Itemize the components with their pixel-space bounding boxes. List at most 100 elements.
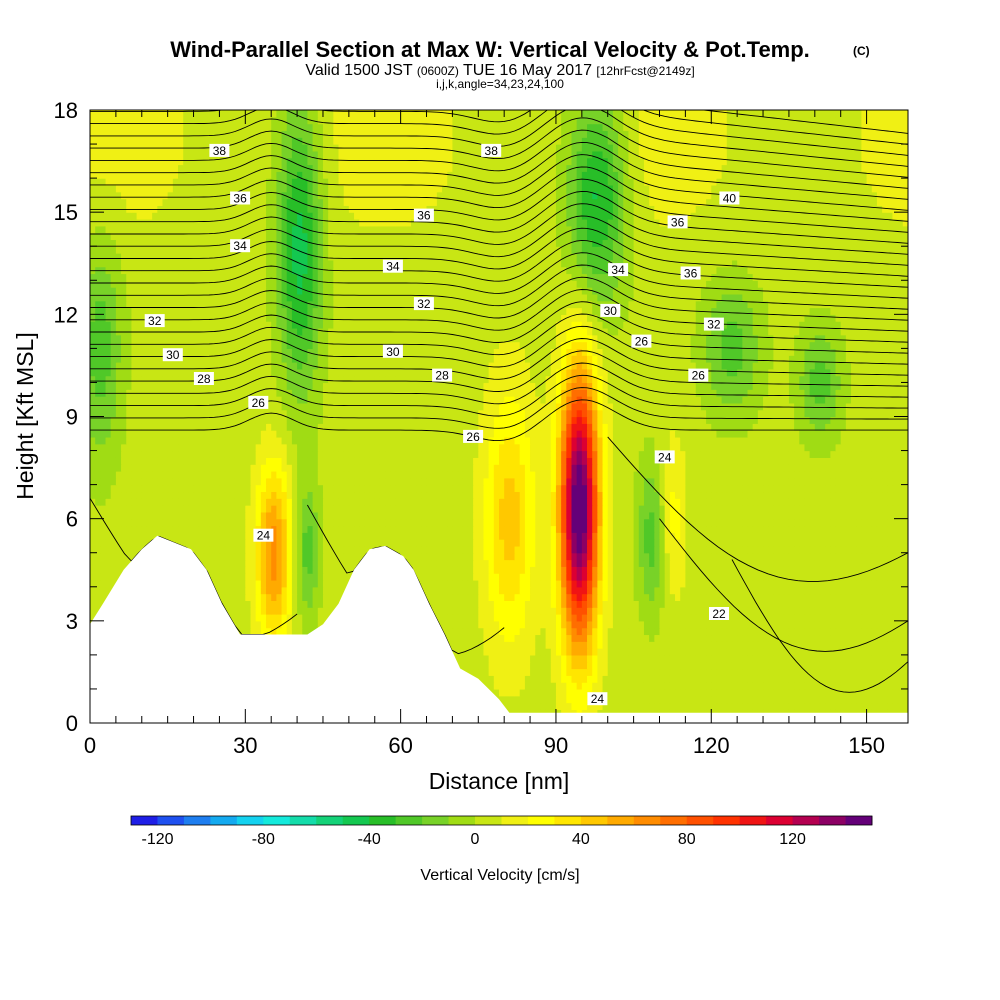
theta-contour-line — [90, 362, 908, 405]
theta-label: 32 — [703, 317, 724, 332]
colorbar-label: Vertical Velocity [cm/s] — [420, 867, 579, 884]
theta-label-text: 26 — [252, 396, 266, 410]
theta-label-text: 34 — [386, 260, 400, 274]
theta-contour-line — [90, 110, 908, 145]
terrain-mask — [90, 535, 908, 723]
theta-contour-line — [90, 350, 908, 392]
theta-label: 28 — [193, 372, 214, 386]
theta-label-text: 26 — [466, 430, 480, 444]
colorbar-swatch — [475, 816, 502, 825]
colorbar-tick-label: 120 — [779, 831, 806, 848]
subtitle-date: TUE 16 May 2017 — [463, 62, 592, 79]
colorbar-swatch — [739, 816, 767, 825]
theta-label: 24 — [253, 528, 274, 543]
x-tick-label: 0 — [84, 733, 96, 758]
theta-contour-line — [90, 239, 908, 288]
x-tick-label: 90 — [544, 733, 568, 758]
colorbar-swatch — [263, 816, 291, 825]
colorbar-tick-label: -120 — [141, 831, 173, 848]
theta-label: 24 — [587, 692, 608, 706]
colorbar-swatch — [131, 816, 158, 825]
theta-contour-line — [90, 313, 908, 356]
colorbar-tick-label: -80 — [252, 831, 275, 848]
theta-label: 40 — [719, 191, 740, 206]
theta-label-text: 28 — [435, 369, 449, 383]
subtitle-utc: (0600Z) — [417, 64, 459, 78]
colorbar-tick-label: 40 — [572, 831, 590, 848]
colorbar-swatch — [792, 816, 820, 825]
theta-label: 34 — [382, 259, 403, 274]
x-tick-label: 150 — [848, 733, 885, 758]
theta-label: 34 — [608, 263, 629, 277]
theta-label-text: 22 — [712, 607, 726, 621]
theta-label-text: 30 — [386, 345, 400, 359]
x-tick-label: 60 — [388, 733, 412, 758]
theta-label-text: 36 — [417, 209, 431, 223]
theta-label-text: 32 — [148, 314, 162, 328]
chart-subtitle-indices: i,j,k,angle=34,23,24,100 — [436, 77, 564, 91]
theta-label-text: 36 — [671, 215, 685, 229]
theta-contour-line — [90, 325, 908, 368]
theta-label-text: 36 — [233, 192, 247, 206]
theta-contour-line — [90, 289, 908, 332]
theta-contour-line — [90, 301, 908, 343]
theta-label: 26 — [463, 429, 484, 444]
theta-label-text: 26 — [692, 369, 706, 383]
theta-label: 30 — [600, 303, 621, 318]
colorbar-swatch — [501, 816, 529, 825]
theta-contour-line — [90, 110, 908, 156]
theta-contour-line — [90, 215, 908, 266]
colorbar-swatch — [713, 816, 741, 825]
colorbar-tick-label: 0 — [471, 831, 480, 848]
theta-label-text: 26 — [635, 335, 649, 349]
theta-label: 30 — [162, 348, 183, 362]
colorbar: -120 -80 -40 0 40 80 120 — [130, 815, 873, 848]
colorbar-swatch — [766, 816, 793, 825]
theta-label: 32 — [413, 297, 434, 311]
colorbar-swatch — [342, 816, 370, 825]
theta-contour-line — [90, 252, 908, 299]
chart-title-units: (C) — [853, 44, 870, 58]
theta-contour-line — [90, 178, 908, 233]
theta-label-text: 24 — [257, 529, 271, 543]
y-tick-label: 0 — [66, 711, 78, 736]
theta-contour-line — [90, 387, 908, 429]
theta-label: 22 — [709, 607, 729, 621]
theta-label-text: 30 — [166, 348, 180, 362]
colorbar-swatch — [183, 816, 211, 825]
colorbar-swatch — [316, 816, 344, 825]
theta-contour-line — [307, 504, 505, 655]
theta-label: 34 — [230, 239, 251, 253]
colorbar-swatch — [236, 816, 264, 825]
colorbar-swatch — [686, 816, 714, 825]
theta-label-text: 38 — [213, 144, 227, 158]
theta-label: 38 — [481, 143, 502, 158]
theta-contour-line — [90, 374, 908, 417]
theta-label: 26 — [248, 395, 269, 410]
theta-contour-line — [90, 227, 908, 277]
theta-label: 30 — [382, 344, 403, 359]
theta-contour-line — [90, 154, 908, 211]
colorbar-swatch — [660, 816, 688, 825]
y-tick-label: 6 — [66, 507, 78, 532]
theta-label: 36 — [413, 208, 434, 223]
theta-contour-line — [90, 129, 908, 189]
theta-contour-line — [659, 518, 908, 652]
colorbar-swatch — [422, 816, 449, 825]
theta-contour-line — [90, 190, 908, 244]
colorbar-swatch — [157, 816, 185, 825]
theta-contour-line — [731, 559, 908, 693]
colorbar-swatch — [448, 816, 476, 825]
colorbar-swatch — [527, 816, 555, 825]
colorbar-swatch — [845, 816, 873, 825]
theta-label-text: 32 — [707, 318, 721, 332]
theta-contour-line — [90, 166, 908, 222]
colorbar-swatch — [210, 816, 238, 825]
theta-label-text: 24 — [591, 692, 605, 706]
theta-label-text: 38 — [485, 144, 499, 158]
theta-contour-line — [90, 141, 908, 200]
theta-label: 32 — [144, 314, 165, 328]
theta-label: 36 — [667, 215, 688, 229]
y-tick-label: 9 — [66, 405, 78, 430]
